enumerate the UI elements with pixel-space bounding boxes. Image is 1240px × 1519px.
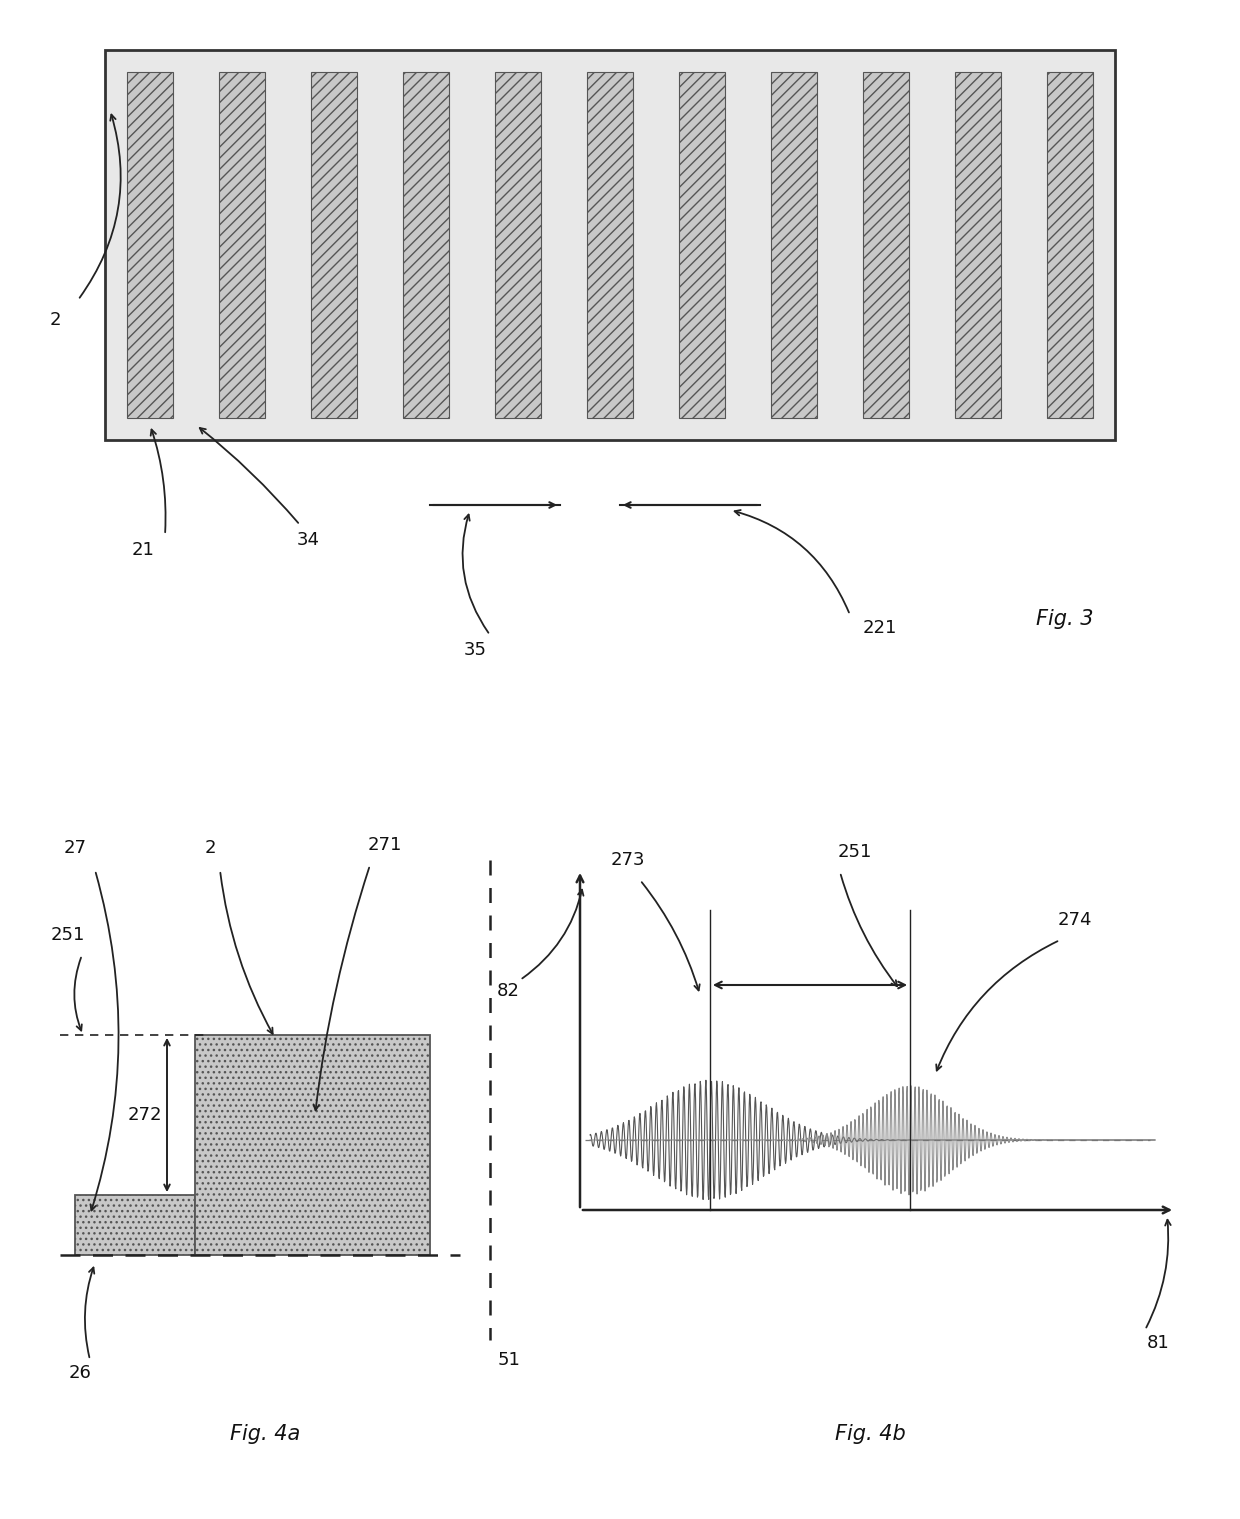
Bar	[863, 71, 909, 418]
Text: 51: 51	[498, 1350, 521, 1369]
Bar	[126, 71, 174, 418]
Text: 274: 274	[1058, 911, 1092, 930]
Text: 21: 21	[131, 541, 155, 559]
Bar	[587, 71, 632, 418]
Bar	[74, 1195, 195, 1255]
Bar	[1047, 71, 1092, 418]
Text: 81: 81	[1147, 1334, 1169, 1352]
Bar	[311, 71, 357, 418]
Text: 2: 2	[205, 838, 216, 857]
Bar	[771, 71, 817, 418]
Text: 35: 35	[464, 641, 486, 659]
Bar	[495, 71, 541, 418]
Text: 26: 26	[68, 1364, 92, 1382]
Text: Fig. 4a: Fig. 4a	[229, 1423, 300, 1445]
Text: 2: 2	[50, 311, 61, 330]
Bar	[955, 71, 1001, 418]
Text: 82: 82	[496, 981, 520, 1000]
Text: Fig. 3: Fig. 3	[1037, 609, 1094, 629]
Text: 27: 27	[63, 838, 87, 857]
Bar	[403, 71, 449, 418]
Bar	[219, 71, 265, 418]
Text: 273: 273	[611, 851, 645, 869]
Bar	[680, 71, 725, 418]
Text: 271: 271	[368, 835, 402, 854]
Text: 251: 251	[51, 927, 86, 943]
Text: Fig. 4b: Fig. 4b	[835, 1423, 905, 1445]
Text: 34: 34	[296, 532, 320, 548]
Bar	[195, 1034, 430, 1255]
Text: 272: 272	[128, 1106, 162, 1124]
Bar	[105, 50, 1115, 441]
Text: 221: 221	[863, 620, 898, 636]
Text: 251: 251	[838, 843, 872, 861]
